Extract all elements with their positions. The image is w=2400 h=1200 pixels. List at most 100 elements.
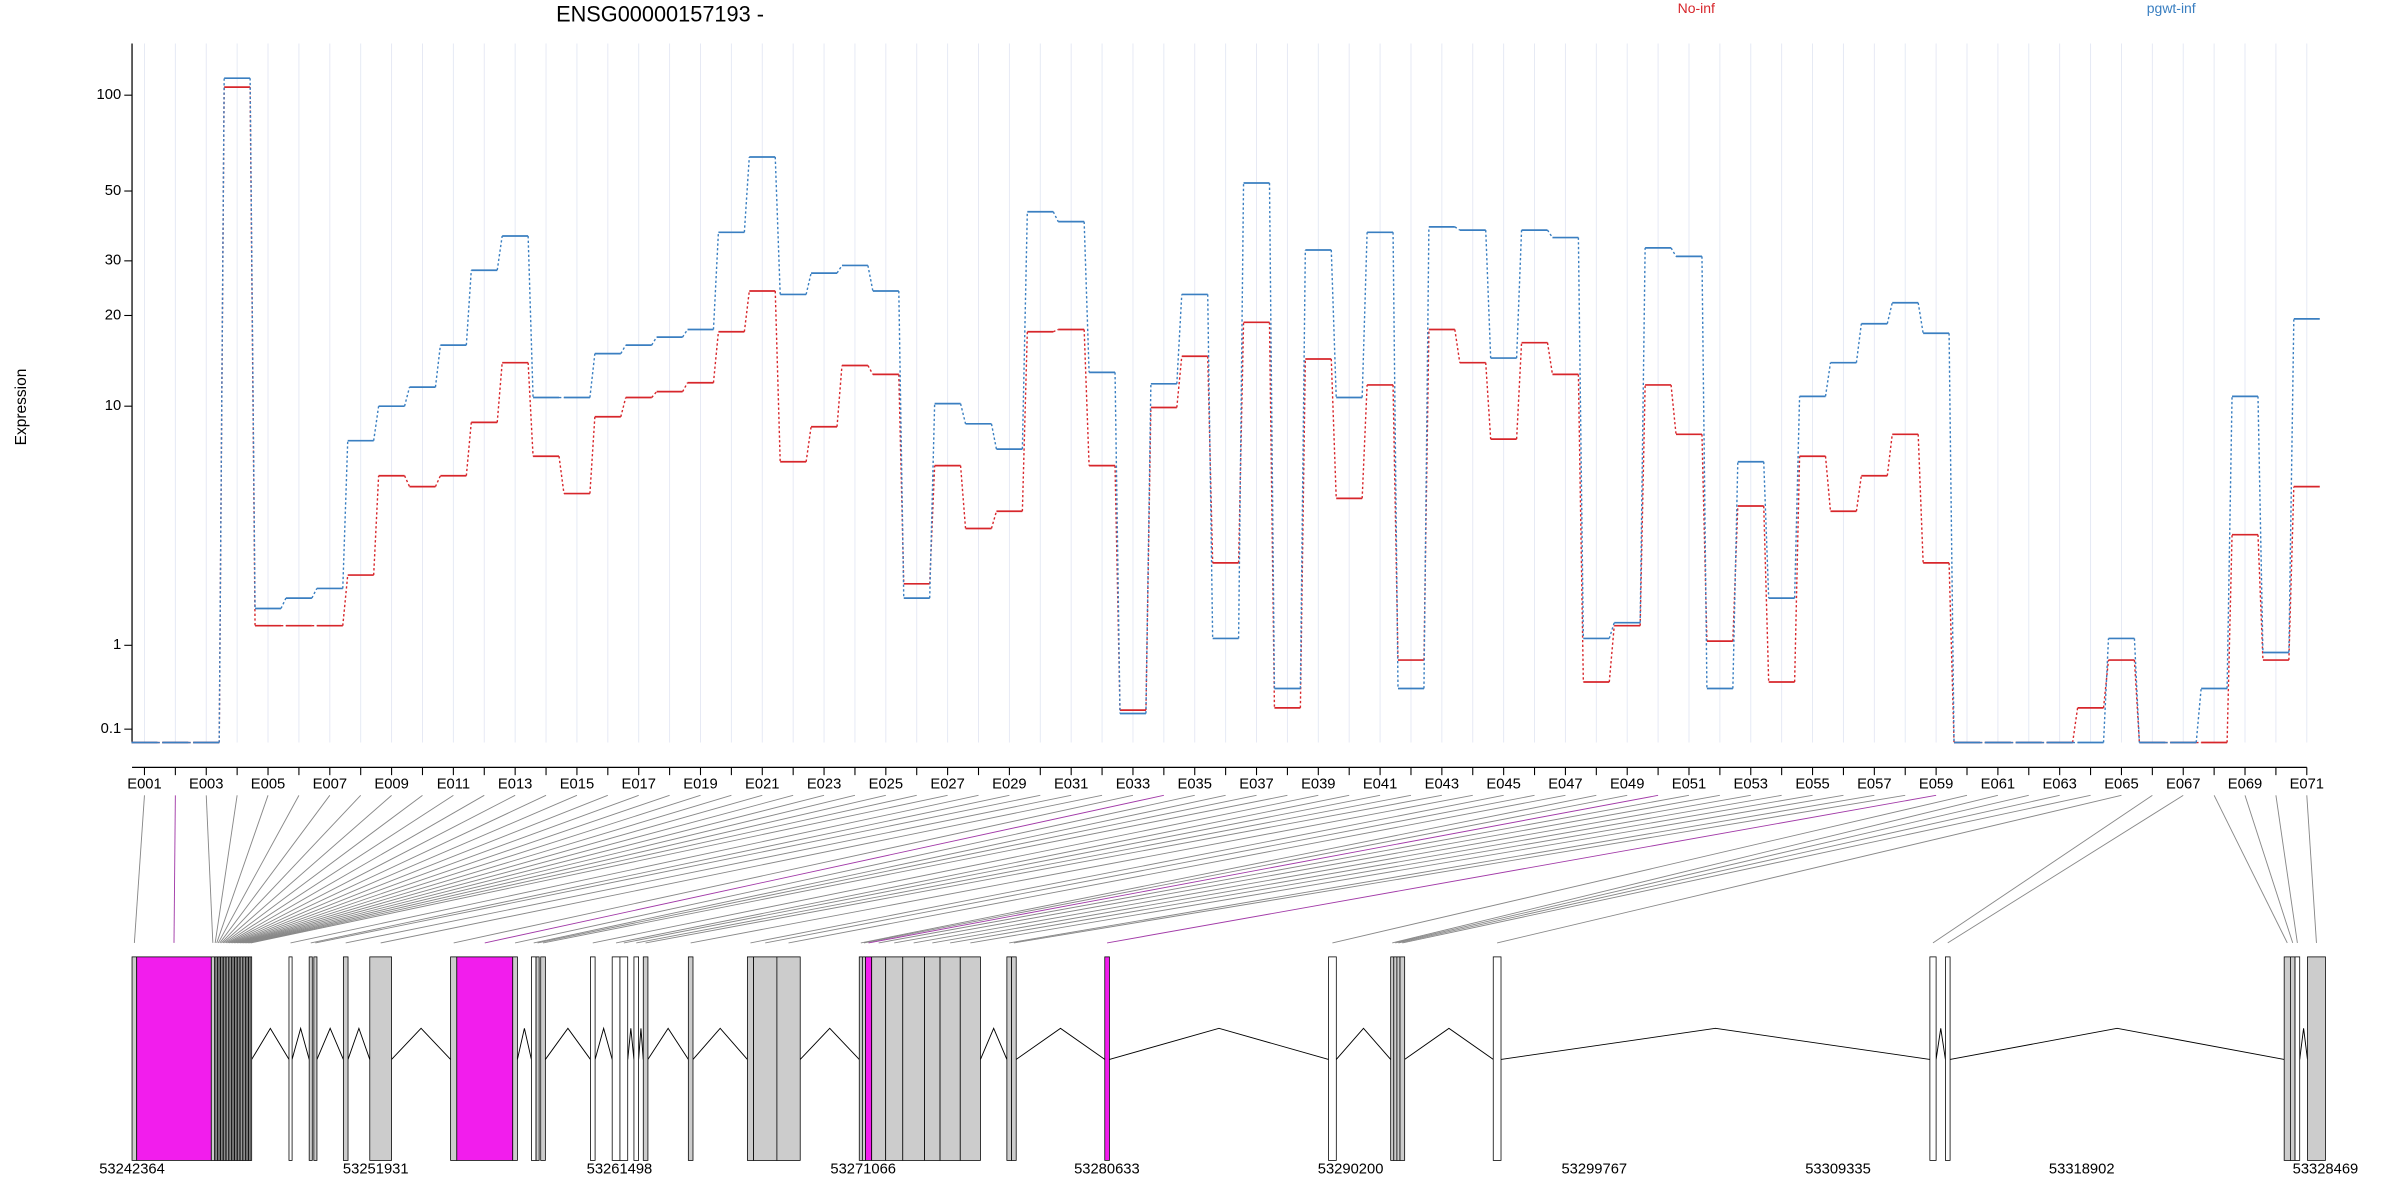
exon <box>512 956 518 1161</box>
exon-connector <box>250 794 948 944</box>
gene-tick-label: 53318902 <box>2049 1162 2115 1178</box>
exon-connector <box>239 794 732 944</box>
gene-tick-label: 53280633 <box>1074 1162 1140 1178</box>
exon-connector <box>514 794 1195 944</box>
exon <box>687 956 694 1161</box>
gene-tick-label: 53299767 <box>1561 1162 1627 1178</box>
exon <box>450 956 458 1161</box>
exon <box>619 956 629 1161</box>
intron <box>1935 1028 1946 1060</box>
exon-connector <box>894 794 1720 944</box>
intron <box>627 1028 635 1060</box>
x-tick-label: E065 <box>2104 776 2138 792</box>
step-connector <box>990 511 998 529</box>
intron <box>1335 1027 1392 1060</box>
step-connector <box>1701 434 1708 642</box>
intron <box>316 1027 344 1060</box>
exon-connector <box>913 794 1751 944</box>
exon-connector <box>205 795 214 943</box>
exon <box>210 956 215 1161</box>
exon-connector <box>788 794 1566 944</box>
step-connector <box>1083 329 1090 466</box>
step-connector <box>465 422 472 476</box>
intron <box>1404 1027 1494 1060</box>
exon-connector <box>238 794 701 944</box>
exon-connector <box>224 794 423 944</box>
exon-connector <box>232 794 578 944</box>
x-tick-label: E055 <box>1795 776 1829 792</box>
step-connector <box>434 475 442 487</box>
step-connector <box>2226 534 2233 743</box>
exon-connector <box>310 794 1010 944</box>
legend-label: No-inf <box>1678 0 1715 16</box>
intron <box>980 1027 1008 1060</box>
exon <box>131 956 138 1161</box>
step-connector <box>2226 396 2233 689</box>
x-tick-label: E007 <box>313 776 347 792</box>
step-connector <box>2257 396 2264 653</box>
exon <box>540 956 546 1161</box>
step-connector <box>589 416 596 494</box>
x-tick-label: E051 <box>1672 776 1706 792</box>
exon-connector <box>216 795 269 944</box>
step-connector <box>496 235 503 271</box>
intron <box>594 1026 613 1060</box>
step-connector <box>1886 302 1893 324</box>
step-connector <box>712 232 720 330</box>
step-connector <box>218 78 225 743</box>
step-connector <box>681 382 689 392</box>
exon-connector <box>592 794 1319 944</box>
x-tick-label: E053 <box>1734 776 1768 792</box>
step-connector <box>1361 384 1368 499</box>
exon <box>2294 956 2301 1161</box>
x-tick-label: E045 <box>1486 776 1520 792</box>
exon-connector <box>2306 795 2317 943</box>
step-connector <box>836 265 843 274</box>
exon-connector <box>345 794 1072 944</box>
y-tick-label: 100 <box>97 87 122 103</box>
step-connector <box>836 365 843 427</box>
exon-connector <box>244 794 825 944</box>
gene-tick-label: 53242364 <box>99 1162 165 1178</box>
step-connector <box>558 456 565 494</box>
exon-connector <box>1402 794 2091 944</box>
x-tick-label: E009 <box>374 776 408 792</box>
step-connector <box>805 426 812 462</box>
intron <box>291 1026 310 1060</box>
exon-connector <box>765 794 1535 944</box>
x-tick-label: E061 <box>1981 776 2015 792</box>
step-connector <box>1670 384 1677 435</box>
exon <box>776 956 801 1161</box>
step-connector <box>589 353 596 398</box>
exon-connector <box>690 794 1473 944</box>
step-connector <box>1793 456 1801 682</box>
step-connector <box>1021 211 1029 450</box>
x-tick-label: E027 <box>930 776 964 792</box>
y-axis-label: Expression <box>13 369 30 446</box>
exon <box>858 956 863 1161</box>
step-connector <box>1824 362 1832 397</box>
exon-connector <box>290 794 979 944</box>
exon-connector <box>173 795 176 943</box>
exon-connector <box>243 794 794 944</box>
exon-connector <box>1932 794 2153 944</box>
intron <box>544 1027 591 1060</box>
step-connector <box>743 156 750 233</box>
intron <box>799 1027 860 1060</box>
step-connector <box>1330 358 1337 499</box>
exon <box>313 956 318 1161</box>
exon-connector <box>1947 794 2184 944</box>
exon <box>871 956 887 1161</box>
step-connector <box>403 475 411 487</box>
exon-connector <box>1392 794 1999 944</box>
step-connector <box>1577 374 1585 682</box>
exon-connector <box>636 794 1412 944</box>
exon <box>1393 956 1398 1161</box>
step-connector <box>1052 211 1059 222</box>
exon-connector <box>1395 794 2029 944</box>
exon-connector <box>860 794 1597 944</box>
x-tick-label: E001 <box>127 776 161 792</box>
exon-connector <box>230 794 547 944</box>
intron <box>692 1027 748 1060</box>
